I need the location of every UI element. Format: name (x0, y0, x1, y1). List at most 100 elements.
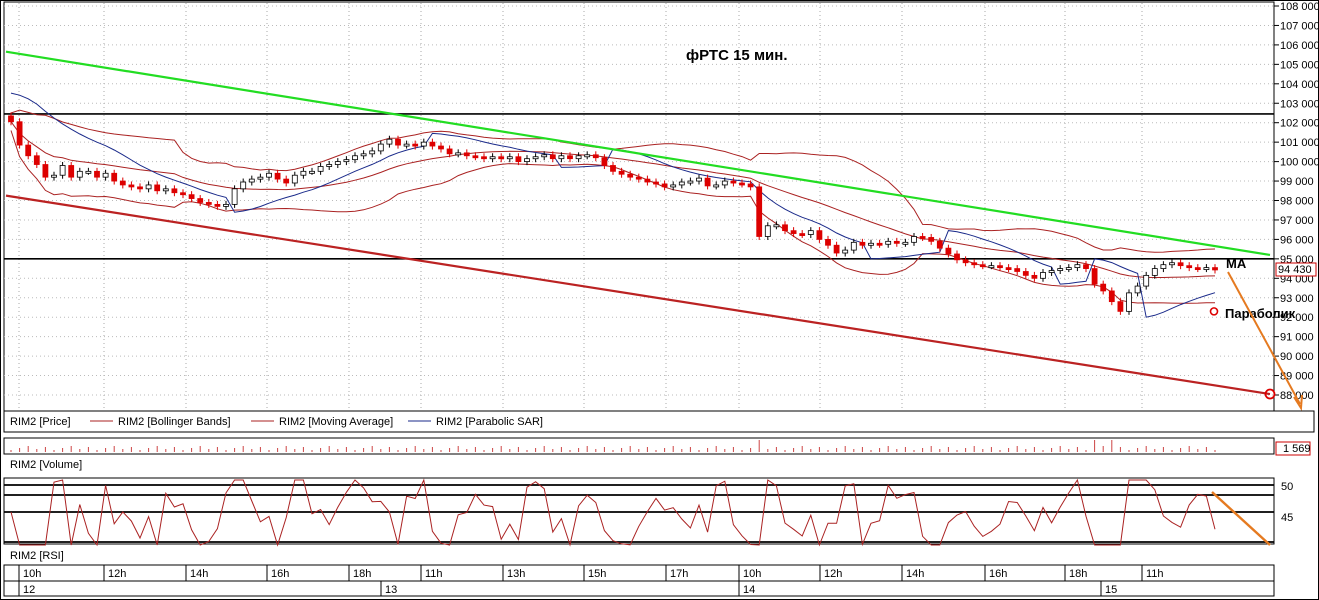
candle-body-22 (197, 198, 204, 203)
candle-body-85 (739, 182, 745, 186)
y-tick-label-6: 102 000 (1280, 118, 1319, 130)
forecast-arrows (1209, 271, 1303, 412)
trend-end-marker (1264, 388, 1276, 400)
candle-body-130 (1126, 292, 1132, 312)
hour-label-8: 17h (670, 568, 688, 580)
candle-body-71 (618, 170, 625, 175)
y-tick-label-18: 90 000 (1280, 351, 1314, 363)
y-tick-label-15: 93 000 (1280, 293, 1314, 305)
price-y-axis: 108 000 107 000 106 000 105 000 104 000 103 0… (1274, 1, 1319, 402)
candle-body-131 (1134, 285, 1141, 294)
candle-body-105 (911, 236, 917, 243)
candle-body-124 (1074, 264, 1081, 269)
candle-body-84 (730, 180, 737, 184)
candle-body-15 (137, 186, 143, 190)
candle-body-129 (1117, 301, 1124, 312)
legend-item-0: RIM2 [Price] (10, 416, 71, 428)
y-tick-label-20: 88 000 (1280, 390, 1314, 402)
candle-body-86 (747, 183, 754, 188)
last-price-label: 94 430 (1278, 264, 1312, 276)
legend-item-2: RIM2 [Moving Average] (279, 416, 393, 428)
volume-last-box (1275, 441, 1311, 456)
candle-body-116 (1005, 267, 1012, 271)
candle-body-57 (498, 156, 505, 160)
candle-body-30 (266, 172, 272, 178)
candle-body-33 (291, 174, 298, 184)
candle-body-138 (1194, 267, 1201, 271)
candle-body-106 (919, 236, 926, 239)
candle-body-103 (893, 240, 900, 244)
candle-body-13 (119, 180, 126, 186)
rsi-tick-50: 50 (1281, 481, 1293, 493)
hour-label-4: 18h (353, 568, 371, 580)
candle-body-63 (549, 154, 556, 160)
candle-body-139 (1203, 267, 1210, 271)
volume-pane: 1 569 RIM2 [Volume] (3, 437, 1311, 471)
candle-body-104 (902, 241, 909, 245)
volume-bars (10, 440, 1216, 452)
candle-body-118 (1022, 271, 1029, 276)
candle-body-31 (274, 172, 281, 180)
candle-body-126 (1091, 268, 1098, 285)
rsi-pane: 50 45 RIM2 [RSI] (3, 477, 1293, 562)
candle-body-60 (524, 158, 530, 162)
candle-body-125 (1083, 264, 1089, 269)
y-tick-label-9: 99 000 (1280, 176, 1314, 188)
candle-body-49 (429, 141, 436, 147)
candle-body-73 (635, 176, 642, 180)
candlesticks (8, 112, 1218, 315)
candle-body-82 (713, 184, 720, 188)
candle-body-32 (283, 178, 290, 184)
candle-body-7 (68, 165, 75, 178)
candle-body-83 (721, 180, 728, 186)
candle-body-80 (696, 177, 702, 182)
candle-body-9 (85, 170, 92, 174)
candle-body-74 (644, 178, 651, 183)
time-axis: 10h 12h 14h 16h 18h 11h 13h 15h 17h 10h 12h 14h 16h 1… (3, 564, 1275, 597)
trendline-0 (5, 50, 1271, 257)
candle-body-100 (868, 242, 874, 246)
horizontal-levels (4, 113, 1274, 260)
candle-body-18 (162, 188, 169, 192)
candle-body-102 (885, 240, 892, 245)
candle-body-5 (51, 174, 57, 178)
trendline-1 (5, 194, 1271, 396)
candle-body-38 (334, 161, 341, 165)
candle-body-99 (859, 241, 866, 246)
y-tick-label-1: 107 000 (1280, 20, 1319, 32)
candle-body-17 (154, 184, 161, 192)
trendlines (5, 50, 1271, 396)
day-label-0: 12 (23, 584, 35, 596)
y-tick-label-16: 92 000 (1280, 312, 1314, 324)
candle-body-110 (954, 253, 960, 261)
candle-body-69 (601, 157, 608, 166)
candle-body-72 (627, 173, 634, 178)
rsi-curve (10, 478, 1216, 547)
candle-body-21 (188, 194, 195, 199)
candle-body-78 (678, 181, 685, 186)
y-tick-label-12: 96 000 (1280, 234, 1314, 246)
candle-body-134 (1160, 264, 1167, 269)
candle-body-51 (446, 148, 453, 155)
candle-body-24 (214, 203, 221, 207)
candle-body-6 (59, 165, 66, 176)
candle-body-135 (1169, 262, 1175, 266)
candle-body-25 (223, 203, 229, 207)
candle-body-41 (360, 153, 367, 157)
candle-body-47 (412, 143, 419, 147)
candle-body-122 (1057, 268, 1064, 271)
candle-body-136 (1177, 262, 1184, 267)
volume-last-label: 1 569 (1283, 443, 1311, 455)
candle-body-0 (8, 115, 14, 123)
y-tick-label-7: 101 000 (1280, 137, 1319, 149)
candle-body-61 (532, 156, 539, 160)
candle-body-36 (317, 166, 324, 172)
hour-label-13: 18h (1069, 568, 1087, 580)
price-forecast-arrow (1227, 271, 1301, 405)
candle-body-120 (1040, 272, 1046, 279)
candle-body-62 (541, 154, 548, 158)
y-tick-label-3: 105 000 (1280, 59, 1319, 71)
candle-body-88 (764, 225, 771, 237)
candle-body-119 (1031, 274, 1038, 279)
